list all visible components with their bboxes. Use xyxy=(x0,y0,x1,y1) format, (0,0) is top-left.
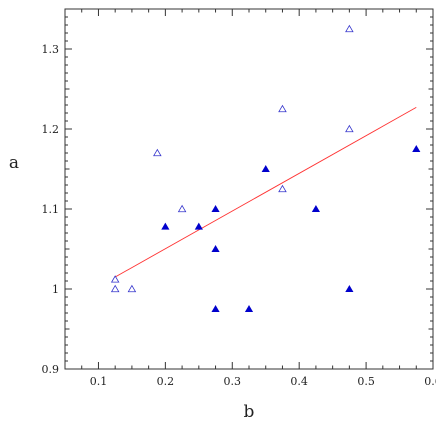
x-axis-label: b xyxy=(244,402,255,422)
filled-triangle-point xyxy=(412,145,421,153)
y-tick-label: 0.9 xyxy=(42,363,60,376)
x-axis-ticks: 0.1 0.2 0.3 0.4 0.5 0.6 xyxy=(64,9,436,388)
open-triangle-point xyxy=(345,124,354,133)
open-triangle-point xyxy=(110,284,120,293)
filled-triangle-point xyxy=(194,222,203,230)
y-axis-ticks: 0.9 1 1.1 1.2 1.3 xyxy=(42,8,433,376)
filled-triangle-point xyxy=(244,305,254,313)
x-tick-label: 0.6 xyxy=(424,375,436,388)
filled-triangle-point xyxy=(345,285,354,293)
filled-triangle-point xyxy=(161,222,170,230)
y-tick-label: 1.2 xyxy=(42,123,60,136)
filled-triangle-point xyxy=(211,305,220,313)
y-tick-label: 1.1 xyxy=(42,203,60,216)
open-triangle-point xyxy=(278,184,287,193)
y-tick-label: 1 xyxy=(52,283,59,296)
y-axis-label: a xyxy=(9,153,19,173)
filled-triangle-point xyxy=(211,245,220,253)
filled-triangle-point xyxy=(211,205,220,213)
open-triangle-point xyxy=(177,204,187,213)
x-tick-label: 0.1 xyxy=(90,375,108,388)
filled-triangle-point xyxy=(261,165,270,173)
open-triangle-point xyxy=(278,104,287,113)
open-triangle-point xyxy=(153,148,162,157)
open-triangle-point xyxy=(345,24,354,33)
fit-line xyxy=(114,107,417,278)
plot-frame xyxy=(64,8,434,370)
open-triangle-point xyxy=(127,284,137,293)
x-tick-label: 0.2 xyxy=(157,375,175,388)
x-tick-label: 0.3 xyxy=(224,375,242,388)
x-tick-label: 0.4 xyxy=(290,375,308,388)
open-triangle-point xyxy=(110,275,120,283)
x-tick-label: 0.5 xyxy=(357,375,375,388)
y-tick-label: 1.3 xyxy=(42,43,60,56)
plot-area xyxy=(64,8,434,370)
filled-triangle-point xyxy=(311,205,321,213)
